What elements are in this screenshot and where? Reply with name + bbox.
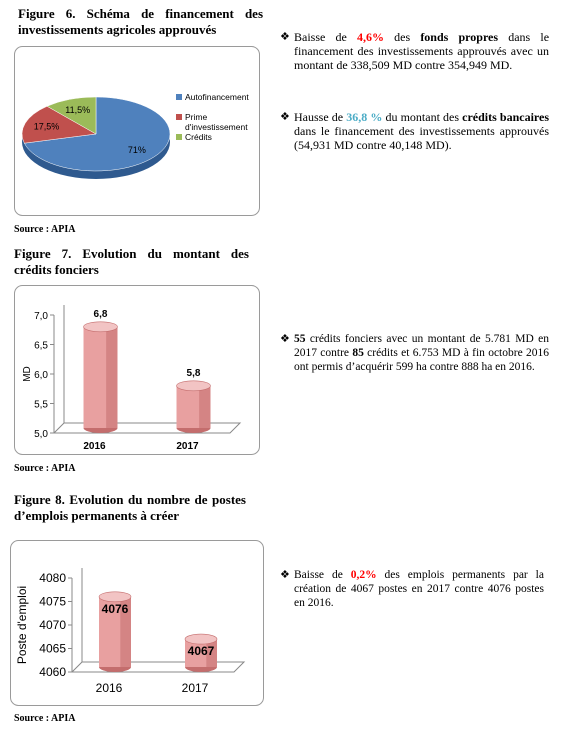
paragraph: 55 crédits fonciers avec un montant de 5… xyxy=(280,332,549,374)
pie-slice xyxy=(21,105,97,144)
data-label: 5,8 xyxy=(187,368,201,379)
legend-label: Autofinancement xyxy=(185,92,249,102)
y-tick-label: 7,0 xyxy=(34,311,48,322)
bar-top xyxy=(83,321,118,333)
text-run: 36,8 % xyxy=(346,110,383,124)
x-tick-label: 2016 xyxy=(83,441,106,452)
text-run: dans le financement des investissements … xyxy=(294,124,549,152)
y-tick-label: 6,5 xyxy=(34,341,48,352)
y-tick-label: 4065 xyxy=(39,642,66,656)
data-label: 4067 xyxy=(188,644,215,658)
legend-swatch xyxy=(176,134,182,140)
pie-slice xyxy=(46,96,97,135)
chart-frame xyxy=(14,285,260,455)
data-label: 71% xyxy=(128,145,146,155)
y-axis-label: MD xyxy=(22,366,33,382)
data-label: 4076 xyxy=(102,602,129,616)
data-label: 11,5% xyxy=(65,105,90,115)
y-tick-label: 6,0 xyxy=(34,370,48,381)
text-run: Hausse de xyxy=(294,110,347,124)
legend-swatch xyxy=(176,114,182,120)
bar-shade xyxy=(106,326,118,428)
text-run: du montant des xyxy=(382,110,463,124)
x-tick-label: 2017 xyxy=(182,681,209,695)
y-tick-label: 4075 xyxy=(39,595,66,609)
x-tick-label: 2017 xyxy=(176,441,199,452)
y-tick-label: 4070 xyxy=(39,618,66,632)
plot-wall xyxy=(71,568,246,673)
legend-label: Prime d'investissement xyxy=(185,112,248,132)
text-run: des xyxy=(383,30,421,44)
text-run: 0,2% xyxy=(350,569,377,581)
text-run: crédits fonciers avec un montant de 5.78… xyxy=(294,333,549,359)
data-label: 17,5% xyxy=(34,121,60,131)
chart: 5,0 5,5 6,0 6,5 7,0 MD 6,8 2016 5,8 2017 xyxy=(14,285,260,455)
y-axis-label: Poste d'emploi xyxy=(15,586,29,664)
figure-title: Figure 8. Evolution du nombre de postes … xyxy=(14,492,246,523)
chart: 71% 17,5% 11,5% Autofinancement Prime d'inve… xyxy=(14,46,260,216)
paragraph: Baisse de 0,2% des emplois permanents pa… xyxy=(280,568,544,610)
text-run: 4,6% xyxy=(356,30,384,44)
text-run: Baisse de xyxy=(294,30,357,44)
source: Source : APIA xyxy=(14,713,76,724)
plot-wall xyxy=(53,305,242,434)
x-tick-label: 2016 xyxy=(96,681,123,695)
pie-slice xyxy=(23,96,171,172)
paragraph: Hausse de 36,8 % du montant des crédits … xyxy=(280,110,549,152)
y-tick-label: 4060 xyxy=(39,665,66,679)
bar-top xyxy=(98,591,132,603)
legend-label: Crédits xyxy=(185,132,212,142)
bar-top xyxy=(176,380,211,392)
bar xyxy=(83,326,118,428)
text-run: crédits bancaires xyxy=(462,110,550,124)
data-label: 6,8 xyxy=(94,309,108,320)
bar-shade xyxy=(120,596,131,667)
text-run: dans le financement des investissements … xyxy=(294,30,550,72)
bar-shade xyxy=(206,639,217,667)
figure-title: Figure 6. Schéma de financement des inve… xyxy=(18,6,263,37)
y-tick-label: 4080 xyxy=(39,571,66,585)
text-run: 55 xyxy=(294,333,306,345)
bar-top xyxy=(184,633,218,645)
paragraph: Baisse de 4,6% des fonds propres dans le… xyxy=(280,30,549,72)
text-run: Baisse de xyxy=(294,569,351,581)
bar xyxy=(176,385,211,428)
source: Source : APIA xyxy=(14,224,76,235)
bar xyxy=(99,596,131,667)
text-run: crédits et 6.753 MD à fin octobre 2016 o… xyxy=(294,347,549,373)
text-run: des emplois permanents par la création d… xyxy=(294,569,544,609)
y-tick-label: 5,0 xyxy=(34,429,48,440)
source: Source : APIA xyxy=(14,463,76,474)
chart: 4060 4065 4070 4075 4080 Poste d'emploi 4076 20… xyxy=(10,540,264,706)
figure-title: Figure 7. Evolution du montant des crédi… xyxy=(14,246,249,277)
bar-shade xyxy=(199,385,211,428)
legend-swatch xyxy=(176,94,182,100)
y-tick-label: 5,5 xyxy=(34,400,48,411)
text-run: 85 xyxy=(352,347,364,359)
text-run: fonds propres xyxy=(420,30,499,44)
